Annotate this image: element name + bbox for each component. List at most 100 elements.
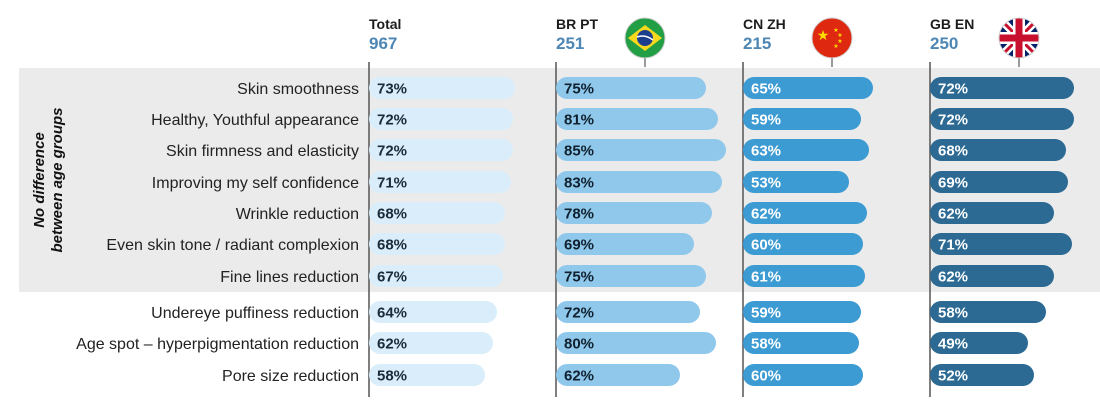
brazil-flag-icon bbox=[624, 17, 666, 67]
value-label-cn-zh-age-spot-hyperpigmentation-reduction: 58% bbox=[751, 336, 781, 353]
bar-cn-zh-skin-firmness-and-elasticity bbox=[743, 139, 869, 161]
bar-gb-en-even-skin-tone-radiant-complexion bbox=[930, 233, 1072, 255]
value-label-gb-en-age-spot-hyperpigmentation-reduction: 49% bbox=[938, 336, 968, 353]
bar-total-wrinkle-reduction bbox=[369, 202, 505, 224]
value-label-gb-en-wrinkle-reduction: 62% bbox=[938, 206, 968, 223]
value-label-br-pt-healthy-youthful-appearance: 81% bbox=[564, 112, 594, 129]
value-label-cn-zh-improving-my-self-confidence: 53% bbox=[751, 175, 781, 192]
value-label-total-fine-lines-reduction: 67% bbox=[377, 269, 407, 286]
bar-br-pt-healthy-youthful-appearance bbox=[556, 108, 718, 130]
value-label-br-pt-age-spot-hyperpigmentation-reduction: 80% bbox=[564, 336, 594, 353]
series-base-cn-zh: 215 bbox=[743, 34, 771, 53]
series-name-gb-en: GB EN bbox=[930, 16, 974, 32]
svg-text:★: ★ bbox=[833, 43, 838, 50]
bar-gb-en-wrinkle-reduction bbox=[930, 202, 1054, 224]
bar-cn-zh-fine-lines-reduction bbox=[743, 265, 865, 287]
value-label-br-pt-pore-size-reduction: 62% bbox=[564, 368, 594, 385]
value-label-total-even-skin-tone-radiant-complexion: 68% bbox=[377, 237, 407, 254]
bar-cn-zh-age-spot-hyperpigmentation-reduction bbox=[743, 332, 859, 354]
bar-br-pt-wrinkle-reduction bbox=[556, 202, 712, 224]
bar-cn-zh-improving-my-self-confidence bbox=[743, 171, 849, 193]
bar-cn-zh-undereye-puffiness-reduction bbox=[743, 301, 861, 323]
value-label-cn-zh-skin-smoothness: 65% bbox=[751, 81, 781, 98]
value-label-total-improving-my-self-confidence: 71% bbox=[377, 175, 407, 192]
series-gb-en: GB EN 250 72% 72% 68% 69% 62% 71% 62% 58% 49% 52% bbox=[929, 16, 1074, 397]
bar-total-even-skin-tone-radiant-complexion bbox=[369, 233, 505, 255]
uk-flag-icon bbox=[998, 17, 1040, 67]
bar-total-fine-lines-reduction bbox=[369, 265, 503, 287]
series-base-br-pt: 251 bbox=[556, 34, 584, 53]
category-label-healthy-youthful-appearance: Healthy, Youthful appearance bbox=[151, 112, 359, 129]
bar-gb-en-pore-size-reduction bbox=[930, 364, 1034, 386]
value-label-cn-zh-wrinkle-reduction: 62% bbox=[751, 206, 781, 223]
bar-br-pt-even-skin-tone-radiant-complexion bbox=[556, 233, 694, 255]
value-label-cn-zh-healthy-youthful-appearance: 59% bbox=[751, 112, 781, 129]
series-br-pt: BR PT 251 75% 81% 85% 83% 78% 69% 75% 72% 80% 62% bbox=[555, 16, 726, 397]
value-label-cn-zh-skin-firmness-and-elasticity: 63% bbox=[751, 143, 781, 160]
series-base-gb-en: 250 bbox=[930, 34, 958, 53]
bar-cn-zh-even-skin-tone-radiant-complexion bbox=[743, 233, 863, 255]
bar-total-skin-smoothness bbox=[369, 77, 515, 99]
series-name-cn-zh: CN ZH bbox=[743, 16, 786, 32]
value-label-gb-en-healthy-youthful-appearance: 72% bbox=[938, 112, 968, 129]
value-label-br-pt-undereye-puffiness-reduction: 72% bbox=[564, 305, 594, 322]
category-label-age-spot-hyperpigmentation-reduction: Age spot – hyperpigmentation reduction bbox=[76, 336, 359, 353]
value-label-br-pt-even-skin-tone-radiant-complexion: 69% bbox=[564, 237, 594, 254]
series-total: Total 967 73% 72% 72% 71% 68% 68% 67% 64% 62% 58% bbox=[368, 16, 515, 397]
series-base-total: 967 bbox=[369, 34, 397, 53]
value-label-cn-zh-fine-lines-reduction: 61% bbox=[751, 269, 781, 286]
value-label-total-wrinkle-reduction: 68% bbox=[377, 206, 407, 223]
bar-total-improving-my-self-confidence bbox=[369, 171, 511, 193]
bar-total-pore-size-reduction bbox=[369, 364, 485, 386]
bar-cn-zh-skin-smoothness bbox=[743, 77, 873, 99]
group-label: No difference between age groups bbox=[31, 107, 66, 252]
value-label-gb-en-pore-size-reduction: 52% bbox=[938, 368, 968, 385]
bar-gb-en-fine-lines-reduction bbox=[930, 265, 1054, 287]
bar-gb-en-improving-my-self-confidence bbox=[930, 171, 1068, 193]
value-label-br-pt-improving-my-self-confidence: 83% bbox=[564, 175, 594, 192]
bar-br-pt-undereye-puffiness-reduction bbox=[556, 301, 700, 323]
svg-text:★: ★ bbox=[837, 32, 842, 39]
value-label-br-pt-skin-smoothness: 75% bbox=[564, 81, 594, 98]
series-columns: Total 967 73% 72% 72% 71% 68% 68% 67% 64% 62% 58% BR… bbox=[368, 16, 1074, 397]
category-label-skin-firmness-and-elasticity: Skin firmness and elasticity bbox=[166, 143, 359, 160]
svg-text:★: ★ bbox=[833, 27, 838, 34]
svg-text:★: ★ bbox=[837, 38, 842, 45]
value-label-cn-zh-undereye-puffiness-reduction: 59% bbox=[751, 305, 781, 322]
group-label-line-2: between age groups bbox=[49, 107, 66, 252]
bar-gb-en-age-spot-hyperpigmentation-reduction bbox=[930, 332, 1028, 354]
category-label-skin-smoothness: Skin smoothness bbox=[237, 81, 359, 98]
value-label-gb-en-even-skin-tone-radiant-complexion: 71% bbox=[938, 237, 968, 254]
value-label-gb-en-skin-firmness-and-elasticity: 68% bbox=[938, 143, 968, 160]
value-label-total-skin-smoothness: 73% bbox=[377, 81, 407, 98]
value-label-total-healthy-youthful-appearance: 72% bbox=[377, 112, 407, 129]
category-label-undereye-puffiness-reduction: Undereye puffiness reduction bbox=[151, 305, 359, 322]
bar-cn-zh-pore-size-reduction bbox=[743, 364, 863, 386]
category-label-pore-size-reduction: Pore size reduction bbox=[222, 368, 359, 385]
svg-text:★: ★ bbox=[817, 28, 830, 44]
bar-total-undereye-puffiness-reduction bbox=[369, 301, 497, 323]
category-label-even-skin-tone-radiant-complexion: Even skin tone / radiant complexion bbox=[106, 237, 359, 254]
bar-br-pt-skin-firmness-and-elasticity bbox=[556, 139, 726, 161]
value-label-br-pt-fine-lines-reduction: 75% bbox=[564, 269, 594, 286]
group-label-line-1: No difference bbox=[31, 132, 48, 228]
value-label-br-pt-skin-firmness-and-elasticity: 85% bbox=[564, 143, 594, 160]
bar-cn-zh-healthy-youthful-appearance bbox=[743, 108, 861, 130]
value-label-cn-zh-even-skin-tone-radiant-complexion: 60% bbox=[751, 237, 781, 254]
bar-br-pt-skin-smoothness bbox=[556, 77, 706, 99]
category-label-wrinkle-reduction: Wrinkle reduction bbox=[236, 206, 359, 223]
value-label-gb-en-improving-my-self-confidence: 69% bbox=[938, 175, 968, 192]
bar-br-pt-fine-lines-reduction bbox=[556, 265, 706, 287]
bar-gb-en-skin-smoothness bbox=[930, 77, 1074, 99]
bar-br-pt-pore-size-reduction bbox=[556, 364, 680, 386]
series-name-total: Total bbox=[369, 16, 401, 32]
china-flag-icon: ★ ★★★★ bbox=[811, 17, 853, 67]
bar-gb-en-skin-firmness-and-elasticity bbox=[930, 139, 1066, 161]
value-label-gb-en-skin-smoothness: 72% bbox=[938, 81, 968, 98]
bar-cn-zh-wrinkle-reduction bbox=[743, 202, 867, 224]
bar-gb-en-undereye-puffiness-reduction bbox=[930, 301, 1046, 323]
series-name-br-pt: BR PT bbox=[556, 16, 598, 32]
bar-gb-en-healthy-youthful-appearance bbox=[930, 108, 1074, 130]
bar-total-age-spot-hyperpigmentation-reduction bbox=[369, 332, 493, 354]
